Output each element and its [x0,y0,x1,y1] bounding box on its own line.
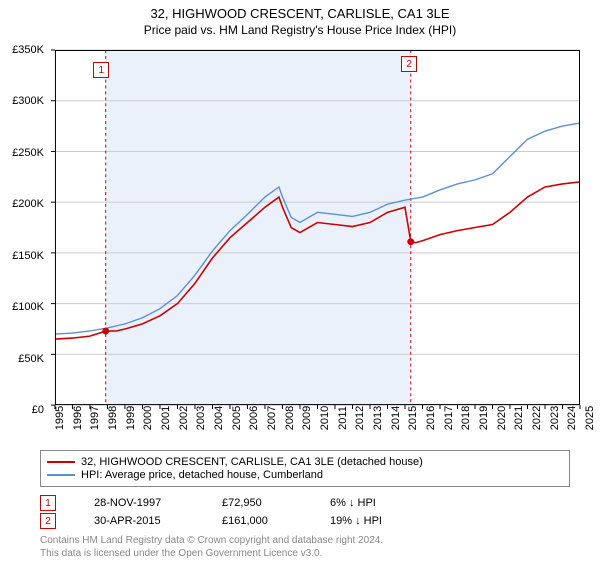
transaction-marker-on-chart: 2 [401,56,417,72]
x-tick-label: 2009 [301,406,313,430]
x-tick-label: 2023 [549,406,561,430]
legend-swatch [47,461,75,463]
transaction-date: 28-NOV-1997 [94,497,184,509]
x-tick-label: 1999 [125,406,137,430]
legend: 32, HIGHWOOD CRESCENT, CARLISLE, CA1 3LE… [40,450,570,487]
x-tick-label: 2006 [248,406,260,430]
transaction-delta: 19% ↓ HPI [330,515,382,527]
x-tick-label: 2019 [478,406,490,430]
x-tick-label: 2024 [566,406,578,430]
x-tick-label: 2025 [584,406,596,430]
x-tick-label: 2017 [443,406,455,430]
legend-item: 32, HIGHWOOD CRESCENT, CARLISLE, CA1 3LE… [47,456,563,468]
legend-label: HPI: Average price, detached house, Cumb… [81,469,323,481]
chart-subtitle: Price paid vs. HM Land Registry's House … [0,23,600,37]
x-tick-label: 2005 [231,406,243,430]
transaction-delta: 6% ↓ HPI [330,497,376,509]
footer-line: Contains HM Land Registry data © Crown c… [40,535,383,548]
chart-container: 32, HIGHWOOD CRESCENT, CARLISLE, CA1 3LE… [0,6,600,566]
x-tick-label: 2002 [178,406,190,430]
x-tick-label: 2018 [460,406,472,430]
y-tick-label: £300K [12,95,44,107]
transactions-table: 1 28-NOV-1997 £72,950 6% ↓ HPI 2 30-APR-… [40,494,382,530]
x-tick-label: 1995 [54,406,66,430]
y-tick-label: £50K [18,353,44,365]
transaction-price: £72,950 [222,497,292,509]
legend-swatch [47,474,75,476]
x-tick-label: 2016 [425,406,437,430]
x-tick-label: 2008 [284,406,296,430]
footer-attribution: Contains HM Land Registry data © Crown c… [40,535,383,560]
x-tick-label: 2013 [372,406,384,430]
x-tick-label: 1996 [72,406,84,430]
y-tick-label: £100K [12,301,44,313]
y-tick-label: £150K [12,250,44,262]
transaction-marker-icon: 1 [40,495,56,511]
footer-line: This data is licensed under the Open Gov… [40,548,383,561]
x-tick-label: 2022 [531,406,543,430]
transaction-price: £161,000 [222,515,292,527]
transaction-marker-icon: 2 [40,513,56,529]
y-tick-label: £200K [12,198,44,210]
y-tick-label: £350K [12,44,44,56]
x-tick-label: 2007 [266,406,278,430]
legend-label: 32, HIGHWOOD CRESCENT, CARLISLE, CA1 3LE… [81,456,423,468]
transaction-marker-on-chart: 1 [93,62,109,78]
transaction-row: 2 30-APR-2015 £161,000 19% ↓ HPI [40,512,382,530]
transaction-row: 1 28-NOV-1997 £72,950 6% ↓ HPI [40,494,382,512]
x-tick-label: 2000 [142,406,154,430]
x-tick-label: 2015 [407,406,419,430]
x-tick-label: 2010 [319,406,331,430]
x-tick-label: 1997 [89,406,101,430]
chart-area: 12 [50,50,580,410]
transaction-date: 30-APR-2015 [94,515,184,527]
legend-item: HPI: Average price, detached house, Cumb… [47,469,563,481]
chart-title: 32, HIGHWOOD CRESCENT, CARLISLE, CA1 3LE [0,6,600,21]
x-tick-label: 2011 [337,406,349,430]
chart-svg [50,50,580,410]
x-tick-label: 2004 [213,406,225,430]
y-tick-label: £250K [12,147,44,159]
y-tick-label: £0 [32,404,44,416]
x-tick-label: 2012 [354,406,366,430]
x-tick-label: 2020 [496,406,508,430]
x-tick-label: 2014 [390,406,402,430]
x-tick-label: 2001 [160,406,172,430]
x-tick-label: 2021 [513,406,525,430]
x-tick-label: 1998 [107,406,119,430]
x-tick-label: 2003 [195,406,207,430]
